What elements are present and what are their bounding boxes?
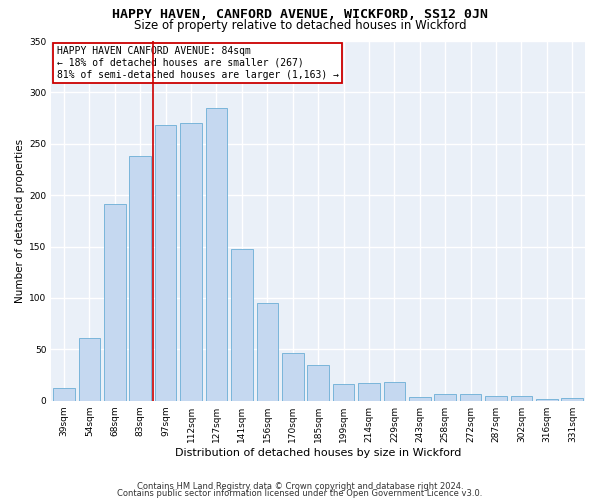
Bar bbox=[511, 396, 532, 400]
Bar bbox=[282, 354, 304, 401]
Bar bbox=[358, 383, 380, 400]
Bar bbox=[307, 364, 329, 400]
Bar bbox=[231, 248, 253, 400]
Bar bbox=[206, 108, 227, 401]
Text: HAPPY HAVEN, CANFORD AVENUE, WICKFORD, SS12 0JN: HAPPY HAVEN, CANFORD AVENUE, WICKFORD, S… bbox=[112, 8, 488, 20]
Bar bbox=[485, 396, 507, 400]
Text: Size of property relative to detached houses in Wickford: Size of property relative to detached ho… bbox=[134, 18, 466, 32]
Bar bbox=[155, 126, 176, 400]
Y-axis label: Number of detached properties: Number of detached properties bbox=[15, 139, 25, 303]
Bar bbox=[562, 398, 583, 400]
Bar bbox=[333, 384, 355, 400]
Text: Contains HM Land Registry data © Crown copyright and database right 2024.: Contains HM Land Registry data © Crown c… bbox=[137, 482, 463, 491]
Bar bbox=[180, 123, 202, 400]
Text: Contains public sector information licensed under the Open Government Licence v3: Contains public sector information licen… bbox=[118, 488, 482, 498]
Bar bbox=[536, 398, 557, 400]
Bar bbox=[383, 382, 405, 400]
X-axis label: Distribution of detached houses by size in Wickford: Distribution of detached houses by size … bbox=[175, 448, 461, 458]
Bar bbox=[434, 394, 456, 400]
Bar bbox=[409, 396, 431, 400]
Bar bbox=[257, 303, 278, 400]
Text: HAPPY HAVEN CANFORD AVENUE: 84sqm
← 18% of detached houses are smaller (267)
81%: HAPPY HAVEN CANFORD AVENUE: 84sqm ← 18% … bbox=[56, 46, 338, 80]
Bar bbox=[104, 204, 125, 400]
Bar bbox=[130, 156, 151, 400]
Bar bbox=[53, 388, 75, 400]
Bar bbox=[79, 338, 100, 400]
Bar bbox=[460, 394, 481, 400]
